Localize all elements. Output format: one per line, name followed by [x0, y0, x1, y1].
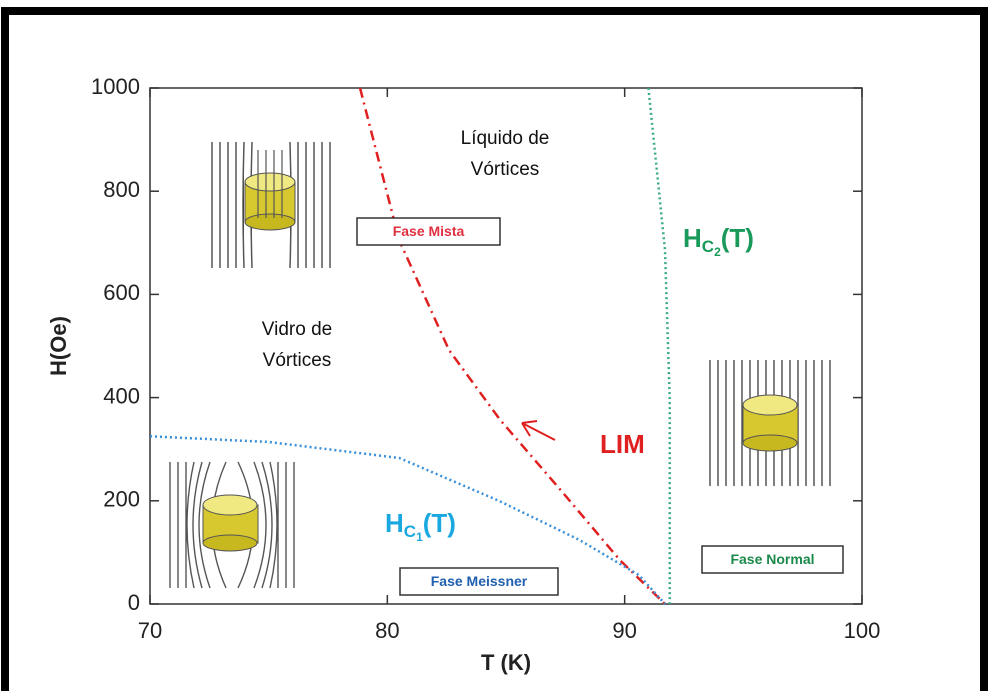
x-tick-label: 80 — [375, 618, 399, 643]
box-label: Fase Mista — [393, 223, 465, 239]
x-tick-label: 100 — [844, 618, 881, 643]
y-tick-label: 600 — [103, 280, 140, 305]
cylinder — [743, 435, 797, 451]
y-tick-label: 0 — [128, 590, 140, 615]
annotation: Líquido de — [461, 128, 550, 149]
cylinder — [203, 495, 257, 515]
box-label: Fase Meissner — [431, 573, 528, 589]
x-tick-label: 70 — [138, 618, 162, 643]
box-label: Fase Normal — [730, 551, 814, 567]
y-axis-label: H(Oe) — [46, 316, 71, 376]
curve-label: LIM — [600, 429, 645, 459]
y-tick-label: 200 — [103, 487, 140, 512]
cylinder — [743, 395, 797, 415]
x-axis-label: T (K) — [481, 650, 531, 675]
annotation: Vidro de — [262, 319, 332, 340]
cylinder — [245, 173, 295, 191]
arrow — [522, 421, 555, 440]
annotation: Vórtices — [263, 350, 332, 371]
cylinder — [203, 535, 257, 551]
curve-label: HC2(T) — [683, 223, 754, 259]
y-tick-label: 400 — [103, 383, 140, 408]
curve-label: HC1(T) — [385, 508, 456, 544]
cylinder — [245, 214, 295, 230]
y-tick-label: 1000 — [91, 74, 140, 99]
curve — [648, 88, 669, 604]
y-tick-label: 800 — [103, 177, 140, 202]
x-tick-label: 90 — [612, 618, 636, 643]
chart: T (K) H(Oe) 70809010002004006008001000LI… — [0, 0, 989, 691]
annotation: Vórtices — [471, 159, 540, 180]
